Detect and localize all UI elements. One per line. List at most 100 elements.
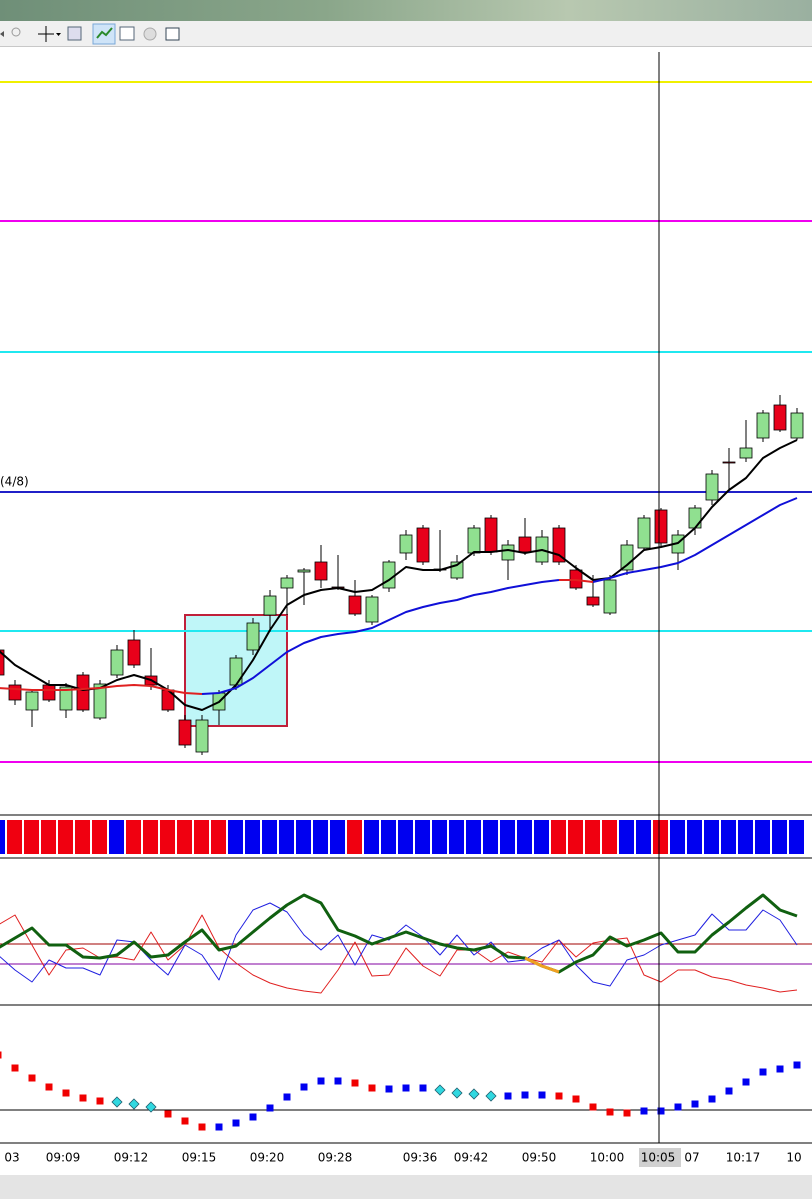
dot	[657, 1107, 665, 1115]
icon-circle[interactable]	[143, 27, 157, 41]
dot	[181, 1117, 189, 1125]
candle-body	[620, 544, 634, 571]
x-tick-label: 09:20	[250, 1151, 285, 1165]
trend-block	[534, 820, 549, 854]
dot	[793, 1061, 801, 1069]
toolbar-icons	[0, 23, 180, 45]
trend-block	[296, 820, 311, 854]
candle-body	[552, 527, 566, 563]
trend-block	[75, 820, 90, 854]
crosshair-label-bg	[639, 1148, 681, 1167]
candle-body	[705, 473, 719, 501]
trend-block	[585, 820, 600, 854]
dot	[96, 1097, 104, 1105]
candle-body	[178, 719, 192, 746]
dot	[434, 1084, 446, 1096]
dot	[79, 1094, 87, 1102]
x-tick-label: 09:09	[46, 1151, 81, 1165]
trend-block	[789, 820, 804, 854]
candle-body	[603, 579, 617, 614]
indicator-line	[524, 956, 560, 974]
candle-body	[790, 412, 804, 439]
dot	[674, 1103, 682, 1111]
dot	[45, 1083, 53, 1091]
trend-block	[466, 820, 481, 854]
trend-block	[381, 820, 396, 854]
x-tick-label: 10:17	[726, 1151, 761, 1165]
candle-body	[518, 536, 532, 553]
trend-block	[7, 820, 22, 854]
trend-block	[704, 820, 719, 854]
dot	[111, 1096, 123, 1108]
trend-block	[551, 820, 566, 854]
indicator-line	[201, 497, 798, 695]
trend-block	[160, 820, 175, 854]
candle-body	[756, 412, 770, 439]
dot	[521, 1091, 529, 1099]
candle-body	[467, 527, 481, 554]
icon-table[interactable]	[165, 27, 180, 41]
candle-body	[8, 684, 22, 701]
trend-block	[517, 820, 532, 854]
dot	[62, 1089, 70, 1097]
icon-chart[interactable]	[119, 26, 135, 41]
dot	[334, 1077, 342, 1085]
candle-body	[314, 561, 328, 581]
trend-block	[245, 820, 260, 854]
candle-body	[0, 649, 5, 676]
dot	[725, 1087, 733, 1095]
icon-zoom[interactable]	[11, 27, 21, 37]
candle-body	[501, 544, 515, 561]
candle-body	[76, 674, 90, 711]
candle-body	[25, 691, 39, 711]
dot	[232, 1119, 240, 1127]
trend-block	[721, 820, 736, 854]
trend-block	[126, 820, 141, 854]
candle-body	[246, 622, 260, 651]
x-tick-label: 03	[4, 1151, 19, 1165]
dot	[283, 1093, 291, 1101]
level-label: (4/8)	[0, 475, 29, 489]
indicator-line	[0, 579, 594, 695]
toolbar	[0, 21, 812, 47]
candle-body	[365, 596, 379, 623]
trend-block	[415, 820, 430, 854]
dot	[266, 1104, 274, 1112]
candle-body	[348, 595, 362, 615]
trend-block	[449, 820, 464, 854]
x-tick-label: 10:00	[590, 1151, 625, 1165]
trend-block	[500, 820, 515, 854]
dot	[468, 1088, 480, 1100]
trend-block	[687, 820, 702, 854]
candle-body	[93, 683, 107, 719]
dot	[300, 1083, 308, 1091]
candle-body	[722, 461, 736, 464]
dot	[0, 1051, 2, 1059]
icon-arrow[interactable]	[0, 31, 4, 37]
candle-body	[42, 684, 56, 701]
dot	[708, 1095, 716, 1103]
trend-block	[568, 820, 583, 854]
candle-body	[59, 686, 73, 711]
icon-crosshair[interactable]	[38, 26, 61, 42]
trend-block	[262, 820, 277, 854]
candle-body	[416, 527, 430, 563]
candle-body	[195, 719, 209, 753]
x-tick-label: 09:36	[403, 1151, 438, 1165]
indicator-line	[0, 893, 798, 974]
candle-body	[654, 509, 668, 544]
dot	[504, 1092, 512, 1100]
candle-body	[229, 657, 243, 686]
x-tick-label: 07	[684, 1151, 699, 1165]
candle-body	[586, 596, 600, 606]
dot	[351, 1079, 359, 1087]
trend-block	[653, 820, 668, 854]
dot	[28, 1074, 36, 1082]
dot	[317, 1077, 325, 1085]
trend-block	[364, 820, 379, 854]
candle-body	[399, 534, 413, 554]
trend-block	[330, 820, 345, 854]
trend-block	[755, 820, 770, 854]
icon-window[interactable]	[67, 26, 82, 41]
